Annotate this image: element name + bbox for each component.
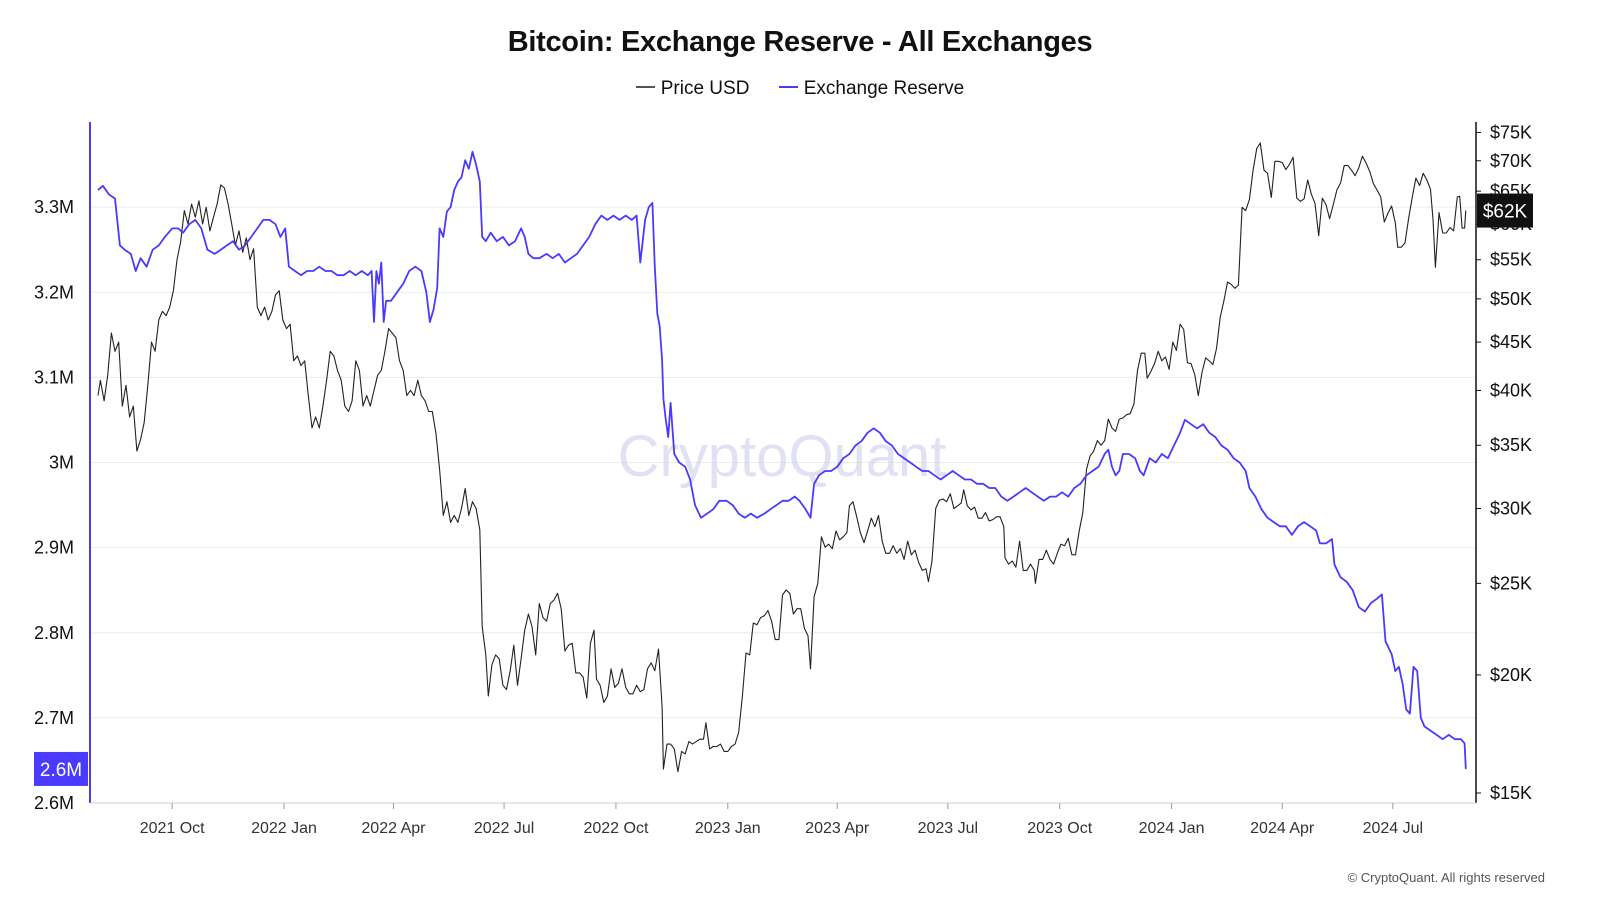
legend-swatch-reserve [778,85,798,88]
left-current-label: 2.6M [40,760,82,781]
right-tick-label: $75K [1490,122,1532,142]
grid-layer [90,206,1476,804]
left-tick-label: 2.9M [34,538,74,558]
x-tick-label: 2023 Jul [918,820,979,837]
left-current-badge [34,751,88,786]
x-tick-label: 2021 Oct [140,820,205,837]
left-tick-label: 2.7M [34,708,74,728]
x-tick-label: 2022 Apr [361,820,426,837]
right-tick-label: $20K [1490,665,1532,685]
right-tick-label: $50K [1490,289,1532,309]
left-tick-label: 2.6M [34,793,74,813]
chart-title: Bitcoin: Exchange Reserve - All Exchange… [507,26,1093,58]
left-tick-label: 3M [49,453,74,473]
legend-item-price[interactable]: Price USD [635,78,750,100]
axis-layer: 2.6M 2.7M 2.8M 2.9M 3M 3.1M 3.2M 3.3M $15K $20K $2… [34,122,1533,837]
right-tick-label: $35K [1490,435,1532,455]
right-tick-label: $55K [1490,250,1532,270]
left-tick-label: 2.8M [34,623,74,643]
left-tick-label: 3.3M [34,197,74,217]
x-tick-label: 2023 Jan [695,820,761,837]
legend: Price USD Exchange Reserve [0,78,1600,100]
right-tick-label: $25K [1490,573,1532,593]
legend-item-reserve[interactable]: Exchange Reserve [778,78,965,100]
legend-label-reserve: Exchange Reserve [803,78,965,99]
right-tick-label: $30K [1490,499,1532,519]
x-tick-label: 2022 Oct [583,820,648,837]
reserve-layer [97,150,1467,769]
right-current-badge [1477,193,1533,228]
x-tick-label: 2023 Oct [1027,820,1092,837]
right-tick-label: $70K [1490,151,1532,171]
copyright-note: © CryptoQuant. All rights reserved [1347,870,1545,885]
x-tick-label: 2024 Jan [1139,820,1205,837]
x-tick-label: 2024 Apr [1250,820,1315,837]
series-line-exchange-reserve[interactable] [97,150,1467,769]
series-line-price-usd[interactable] [97,142,1467,773]
x-tick-label: 2023 Apr [805,820,870,837]
x-tick-label: 2024 Jul [1363,820,1424,837]
right-current-label: $62K [1483,202,1528,223]
right-tick-label: $15K [1490,783,1532,803]
left-tick-label: 3.1M [34,367,74,387]
right-tick-label: $45K [1490,332,1532,352]
right-tick-label: $40K [1490,380,1532,400]
price-layer [97,142,1467,773]
legend-swatch-price [635,85,655,88]
legend-label-price: Price USD [660,78,750,99]
x-tick-label: 2022 Jan [251,820,317,837]
x-tick-label: 2022 Jul [474,820,535,837]
left-tick-label: 3.2M [34,282,74,302]
